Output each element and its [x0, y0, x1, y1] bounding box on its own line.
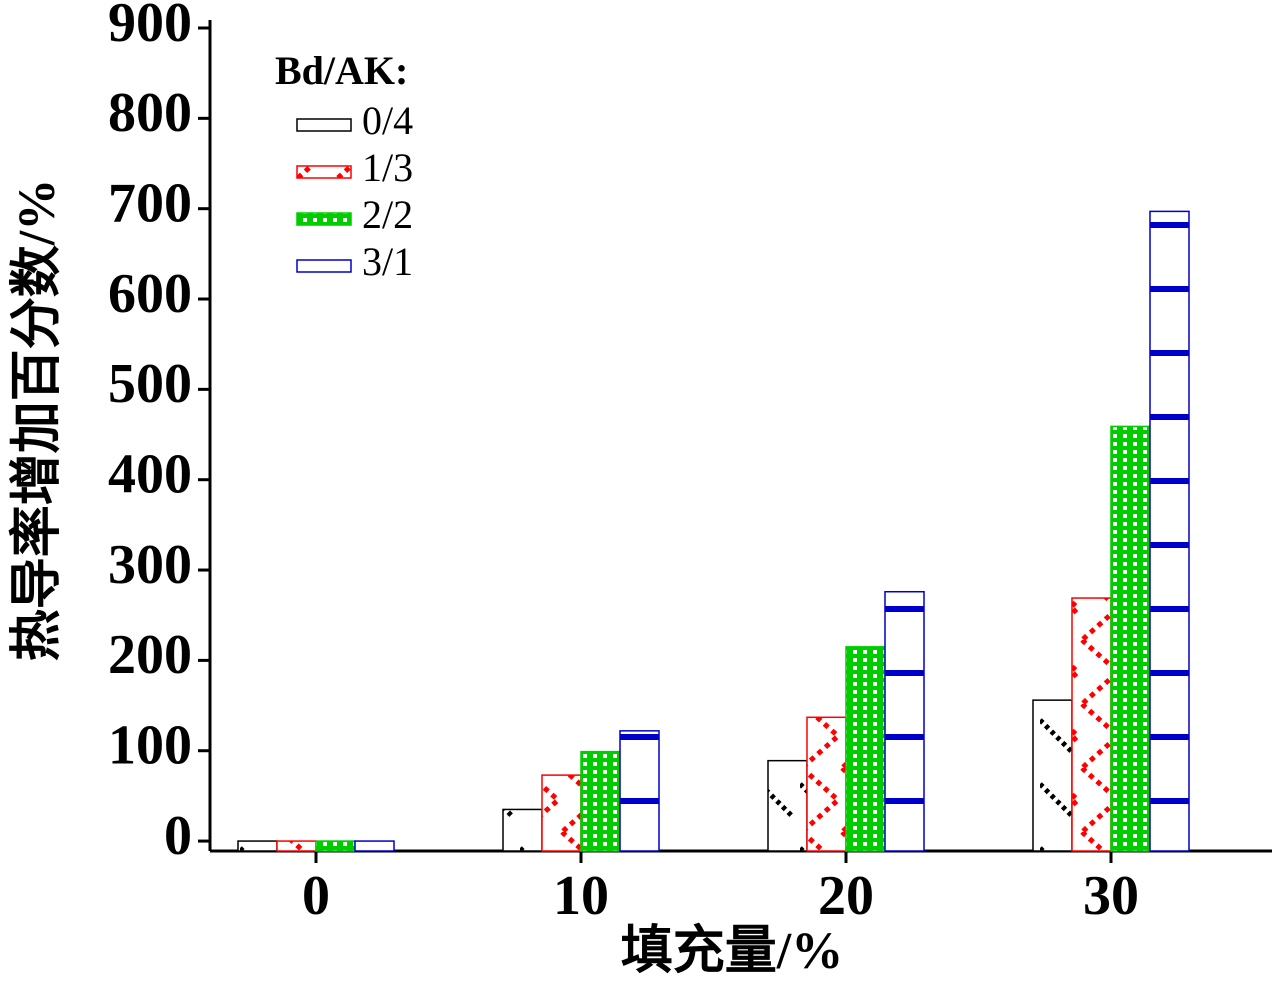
- y-tick-label: 300: [108, 534, 192, 596]
- y-tick-label: 0: [164, 805, 192, 867]
- y-tick-label: 500: [108, 353, 192, 415]
- bar: [845, 646, 886, 852]
- y-tick-label: 700: [108, 173, 192, 235]
- legend-swatch: [296, 165, 352, 179]
- bar: [1032, 699, 1073, 852]
- y-tick-label: 600: [108, 263, 192, 325]
- legend-label: 1/3: [362, 145, 413, 190]
- y-tick-label: 900: [108, 0, 192, 54]
- bar: [619, 730, 660, 852]
- bar: [884, 590, 925, 852]
- bar: [1071, 597, 1112, 852]
- x-tick-label: 20: [818, 865, 874, 927]
- bar: [237, 840, 278, 852]
- x-tick-label: 10: [553, 865, 609, 927]
- legend-label: 0/4: [362, 98, 413, 143]
- bar: [315, 840, 356, 852]
- bar: [806, 716, 847, 852]
- bar: [276, 840, 317, 852]
- legend-swatch: [296, 259, 352, 273]
- bar: [1149, 210, 1190, 852]
- x-axis-title: 填充量/%: [621, 922, 843, 980]
- legend-swatch: [296, 118, 352, 132]
- y-axis-title: 热导率增加百分数/%: [8, 179, 66, 661]
- legend-label: 3/1: [362, 239, 413, 284]
- bar: [580, 750, 621, 852]
- y-tick-label: 800: [108, 82, 192, 144]
- x-tick-label: 0: [302, 865, 330, 927]
- y-tick-label: 400: [108, 444, 192, 506]
- bar: [1110, 425, 1151, 852]
- legend-label: 2/2: [362, 192, 413, 237]
- bar: [541, 774, 582, 852]
- bar: [767, 759, 808, 852]
- y-tick-label: 200: [108, 624, 192, 686]
- legend-title: Bd/AK:: [275, 48, 408, 93]
- legend-swatch: [296, 212, 352, 226]
- x-tick-label: 30: [1083, 865, 1139, 927]
- bar: [502, 808, 543, 852]
- y-tick-label: 100: [108, 715, 192, 777]
- bar: [354, 840, 395, 852]
